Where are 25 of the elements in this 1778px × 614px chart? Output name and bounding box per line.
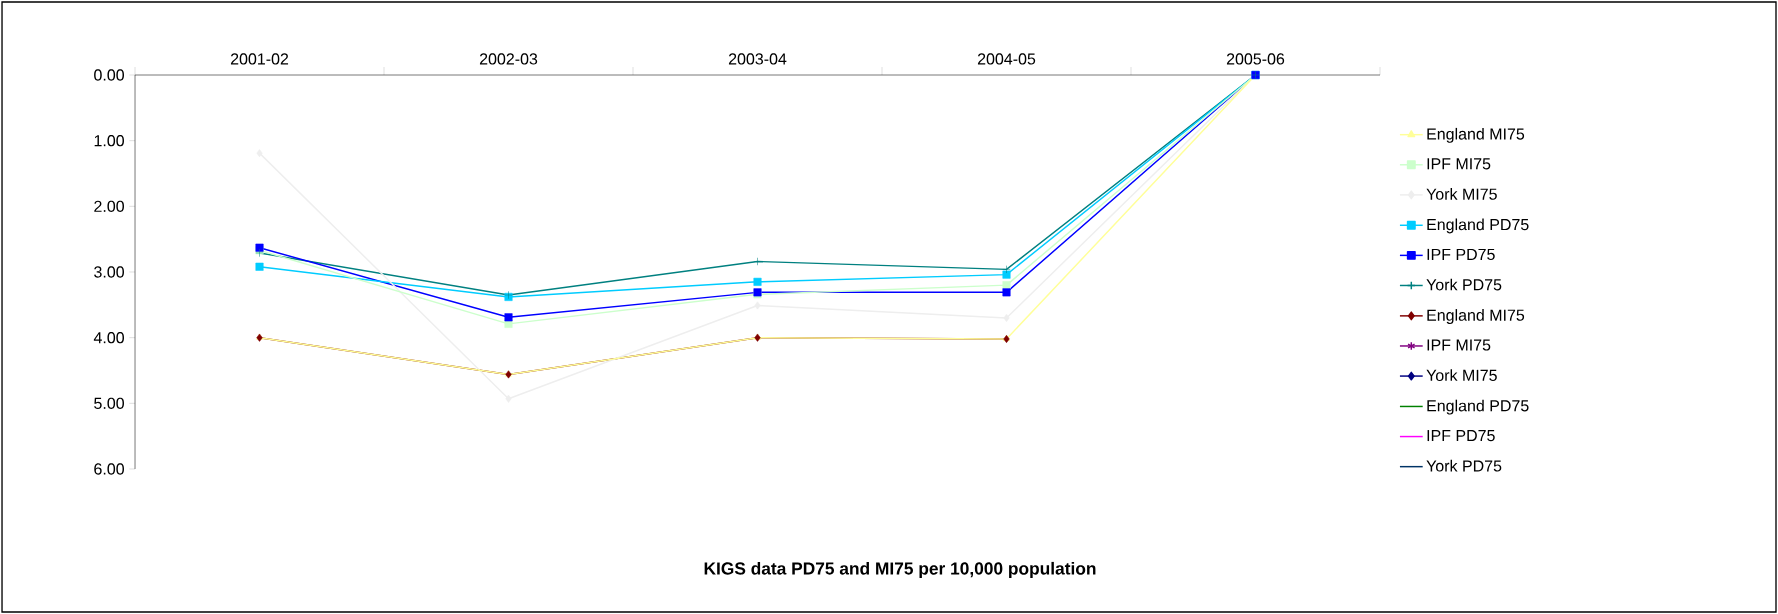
legend-label: England PD75 xyxy=(1427,399,1529,415)
legend-label: IPF MI75 xyxy=(1427,158,1491,170)
x-tick-label: 2002-03 xyxy=(479,53,538,65)
legend-label: England MI75 xyxy=(1427,127,1525,143)
legend-label: York MI75 xyxy=(1426,188,1497,200)
y-tick-label: 1.00 xyxy=(94,135,124,147)
y-tick-label: 6.00 xyxy=(94,463,124,475)
legend-label: England PD75 xyxy=(1427,218,1529,234)
legend-label: York PD75 xyxy=(1426,278,1502,291)
x-tick-label: 2001-02 xyxy=(230,53,289,65)
y-tick-label: 3.00 xyxy=(94,266,124,278)
x-tick-label: 2003-04 xyxy=(728,53,787,65)
legend-label: IPF MI75 xyxy=(1427,339,1491,351)
legend-label: IPF PD75 xyxy=(1427,430,1495,442)
y-tick-label: 0.00 xyxy=(94,69,124,81)
x-tick-label: 2004-05 xyxy=(977,53,1036,65)
legend-label: England MI75 xyxy=(1427,309,1525,324)
legend-label: York MI75 xyxy=(1426,369,1497,382)
legend-label: York PD75 xyxy=(1426,459,1502,472)
y-tick-label: 4.00 xyxy=(93,332,124,344)
legend-label: IPF PD75 xyxy=(1427,248,1495,261)
y-tick-label: 2.00 xyxy=(94,200,124,212)
y-tick-label: 5.00 xyxy=(94,397,124,409)
text: KIGS data PD75 and MI75 per 10,000 population xyxy=(704,561,1096,579)
x-tick-label: 2005-06 xyxy=(1226,53,1285,65)
